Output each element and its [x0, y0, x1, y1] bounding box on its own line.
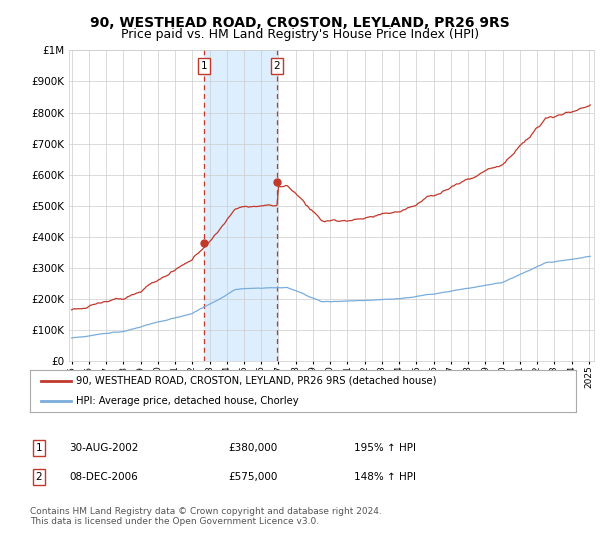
Text: 90, WESTHEAD ROAD, CROSTON, LEYLAND, PR26 9RS (detached house): 90, WESTHEAD ROAD, CROSTON, LEYLAND, PR2…	[76, 376, 437, 386]
Text: 2: 2	[35, 472, 43, 482]
Text: 08-DEC-2006: 08-DEC-2006	[69, 472, 138, 482]
Text: HPI: Average price, detached house, Chorley: HPI: Average price, detached house, Chor…	[76, 396, 299, 406]
Text: Contains HM Land Registry data © Crown copyright and database right 2024.
This d: Contains HM Land Registry data © Crown c…	[30, 507, 382, 526]
Text: £575,000: £575,000	[228, 472, 277, 482]
Text: 195% ↑ HPI: 195% ↑ HPI	[354, 443, 416, 453]
Text: 1: 1	[200, 61, 207, 71]
Text: 1: 1	[35, 443, 43, 453]
Text: 148% ↑ HPI: 148% ↑ HPI	[354, 472, 416, 482]
Bar	[204, 50, 277, 361]
Text: £380,000: £380,000	[228, 443, 277, 453]
Text: Price paid vs. HM Land Registry's House Price Index (HPI): Price paid vs. HM Land Registry's House …	[121, 28, 479, 41]
Text: 30-AUG-2002: 30-AUG-2002	[69, 443, 139, 453]
Text: 2: 2	[274, 61, 280, 71]
Text: 90, WESTHEAD ROAD, CROSTON, LEYLAND, PR26 9RS: 90, WESTHEAD ROAD, CROSTON, LEYLAND, PR2…	[90, 16, 510, 30]
